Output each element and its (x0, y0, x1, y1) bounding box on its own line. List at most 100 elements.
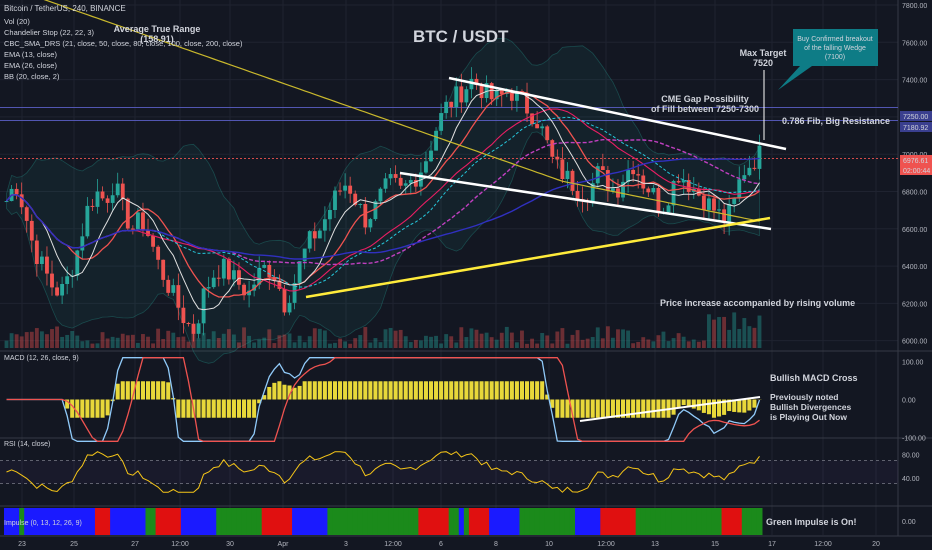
impulse-bar (292, 508, 298, 535)
volume-bar (413, 339, 418, 348)
candle-body (479, 84, 484, 99)
macd-histogram-bar (236, 399, 242, 418)
volume-bar (504, 326, 509, 348)
volume-bar (717, 317, 721, 348)
candle-body (29, 220, 34, 241)
candle-body (499, 89, 504, 94)
macd-histogram-bar (434, 381, 439, 400)
impulse-bar (448, 508, 455, 535)
macd-histogram-bar (292, 387, 297, 400)
volume-bar (297, 335, 302, 348)
impulse-bar (201, 508, 207, 535)
volume-bar (14, 334, 19, 348)
candle-body (484, 83, 489, 99)
volume-bar (277, 335, 282, 348)
indicator-chandelier[interactable]: Chandelier Stop (22, 22, 3) (4, 28, 95, 37)
candle-body (424, 161, 428, 173)
volume-bar (449, 336, 454, 348)
impulse-bar (721, 508, 728, 535)
macd-histogram-bar (469, 381, 474, 400)
candle-body (509, 91, 514, 101)
macd-histogram-bar (206, 399, 211, 418)
candle-body (651, 187, 656, 193)
indicator-cbc-sma[interactable]: CBC_SMA_DRS (21, close, 50, close, 80, c… (4, 39, 243, 48)
indicator-bb[interactable]: BB (20, close, 2) (4, 72, 60, 81)
time-tick: 20 (872, 541, 880, 548)
indicator-ema26[interactable]: EMA (26, close) (4, 61, 57, 70)
macd-histogram-bar (504, 381, 509, 400)
macd-histogram-bar (444, 381, 449, 400)
macd-histogram-bar (631, 399, 636, 418)
impulse-bar (676, 508, 682, 535)
macd-histogram-bar (747, 399, 752, 411)
impulse-bar (418, 508, 424, 535)
candle-body (545, 126, 550, 141)
volume-bar (95, 343, 100, 348)
volume-bar (221, 333, 226, 348)
candle-body (636, 174, 641, 176)
candle-body (120, 183, 125, 199)
time-tick: 15 (711, 541, 719, 548)
time-tick: 27 (131, 541, 139, 548)
impulse-pane-label[interactable]: Impulse (0, 13, 12, 26, 9) (4, 520, 82, 527)
volume-bar (24, 332, 29, 348)
impulse-bar (751, 508, 758, 535)
buy-callout[interactable]: Buy Confirmed breakout of the falling We… (778, 29, 878, 90)
callout-box (778, 29, 878, 90)
candle-body (19, 194, 24, 208)
macd-histogram-bar (378, 381, 383, 400)
volume-bar (135, 342, 140, 348)
indicator-vol[interactable]: Vol (20) (4, 17, 30, 26)
impulse-bar (286, 508, 293, 535)
macd-histogram-bar (681, 399, 686, 406)
volume-bar (671, 338, 676, 348)
impulse-bar (600, 508, 606, 535)
price-tick: 6400.00 (902, 264, 927, 271)
rsi-pane-label[interactable]: RSI (14, close) (4, 441, 50, 448)
macd-histogram-bar (535, 381, 540, 400)
divergence-line3: is Playing Out Now (770, 412, 847, 422)
macd-histogram-bar (439, 381, 444, 400)
candle-body (535, 124, 540, 129)
impulse-bar (221, 508, 227, 535)
volume-bar (555, 331, 560, 348)
impulse-bar (620, 508, 627, 535)
macd-histogram-bar (348, 381, 353, 400)
macd-histogram-bar (711, 399, 717, 418)
volume-bar (408, 342, 413, 348)
macd-histogram-bar (545, 394, 550, 400)
macd-histogram-bar (570, 399, 575, 418)
indicator-ema13[interactable]: EMA (13, close) (4, 50, 57, 59)
candle-body (737, 179, 742, 199)
impulse-bar (468, 508, 475, 535)
bollinger-band (6, 37, 760, 364)
impulse-bar (155, 508, 162, 535)
candle-body (590, 183, 595, 203)
volume-bar (171, 332, 176, 348)
impulse-bar (211, 508, 217, 535)
candle-body (272, 277, 277, 281)
volume-note: Price increase accompanied by rising vol… (660, 298, 855, 308)
macd-pane-label[interactable]: MACD (12, 26, close, 9) (4, 355, 79, 362)
macd-histogram-bar (676, 399, 681, 408)
impulse-bar (302, 508, 308, 535)
macd-histogram-bar (656, 399, 661, 418)
impulse-bar (49, 508, 56, 535)
volume-bar (499, 332, 504, 348)
candle-body (742, 175, 747, 180)
macd-histogram-bar (560, 399, 565, 418)
volume-bar (166, 330, 171, 348)
macd-histogram-bar (706, 399, 711, 415)
rsi-line (6, 451, 760, 493)
volume-bar (211, 331, 216, 348)
time-tick: 12:00 (597, 541, 615, 548)
volume-bar (545, 335, 550, 348)
macd-histogram-bar (418, 381, 423, 400)
volume-bar (722, 316, 727, 348)
candle-body (429, 150, 433, 162)
candle-body (530, 113, 534, 125)
macd-histogram-bar (646, 399, 651, 418)
impulse-bar (671, 508, 677, 535)
macd-histogram-bar (332, 381, 338, 400)
